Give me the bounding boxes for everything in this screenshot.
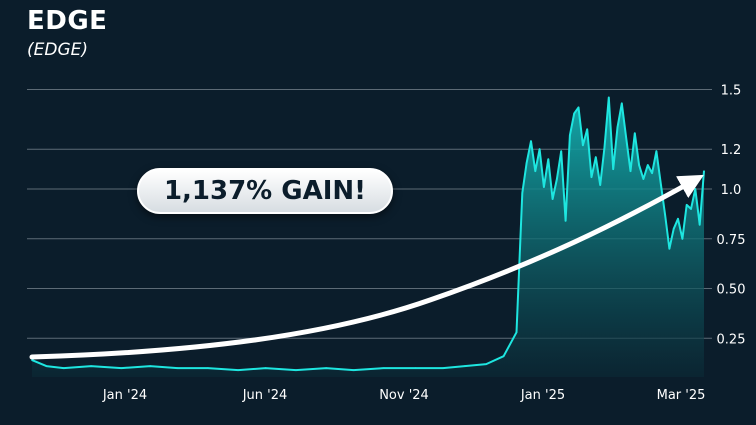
y-axis-ticks: 0.25 0.50 0.75 1.0 1.2 1.5 xyxy=(717,84,746,348)
data-point xyxy=(556,178,558,180)
data-point xyxy=(543,186,545,188)
data-point xyxy=(264,367,267,369)
data-point xyxy=(668,247,671,250)
x-axis-ticks: Jan '24 Jun '24 Nov '24 Jan '25 Mar '25 xyxy=(102,388,706,403)
data-point xyxy=(538,148,541,150)
data-point xyxy=(638,164,640,166)
data-point xyxy=(694,188,697,190)
data-point xyxy=(642,178,645,180)
data-point xyxy=(149,365,151,367)
data-point xyxy=(599,184,601,186)
data-point xyxy=(655,150,658,152)
price-area-fill xyxy=(32,97,704,377)
x-tick-label: Nov '24 xyxy=(379,388,429,403)
data-point xyxy=(629,170,632,172)
data-point xyxy=(681,238,684,240)
data-point xyxy=(659,182,662,184)
data-point xyxy=(120,367,123,369)
data-point xyxy=(664,214,666,216)
data-point xyxy=(547,158,550,160)
data-point xyxy=(534,170,537,172)
y-tick-label: 0.25 xyxy=(717,332,746,347)
chart-subtitle: (EDGE) xyxy=(27,40,89,60)
data-point xyxy=(586,128,588,131)
y-tick-label: 0.75 xyxy=(717,233,746,248)
data-point xyxy=(698,224,701,226)
data-point xyxy=(414,367,417,369)
data-point xyxy=(521,192,524,194)
data-point xyxy=(502,355,505,358)
chart-title: EDGE xyxy=(27,6,108,36)
data-point xyxy=(176,367,179,369)
data-point xyxy=(677,218,679,220)
data-point xyxy=(651,172,653,174)
data-point xyxy=(90,365,92,367)
data-point xyxy=(352,369,355,371)
x-tick-label: Mar '25 xyxy=(657,388,706,403)
data-point xyxy=(647,164,649,166)
x-tick-label: Jan '24 xyxy=(102,388,147,403)
area-layer xyxy=(31,96,705,377)
data-point xyxy=(564,220,567,222)
data-point xyxy=(595,156,597,158)
data-point xyxy=(463,365,466,367)
gain-annotation: 1,137% GAIN! xyxy=(137,168,393,214)
data-point xyxy=(590,176,593,178)
data-point xyxy=(62,367,65,369)
data-point xyxy=(485,363,488,365)
data-point xyxy=(551,198,554,200)
data-point xyxy=(442,367,444,369)
trend-arrow xyxy=(29,174,704,360)
data-point xyxy=(515,331,518,334)
y-tick-label: 1.0 xyxy=(721,183,742,198)
data-point xyxy=(582,144,584,146)
data-point xyxy=(672,228,675,230)
data-point xyxy=(621,102,623,105)
data-point xyxy=(612,168,614,170)
data-point xyxy=(237,369,239,371)
data-point xyxy=(616,126,619,129)
data-point xyxy=(530,140,532,142)
data-point xyxy=(560,150,562,152)
data-point xyxy=(625,136,627,139)
data-point xyxy=(603,146,606,148)
data-point xyxy=(525,162,528,164)
y-tick-label: 1.5 xyxy=(721,84,742,99)
x-tick-label: Jan '25 xyxy=(520,388,565,403)
data-point xyxy=(569,134,571,137)
data-point xyxy=(685,204,688,206)
data-point xyxy=(207,367,209,369)
data-point xyxy=(295,369,297,371)
data-point xyxy=(573,112,575,115)
x-tick-label: Jun '24 xyxy=(242,388,288,403)
data-point xyxy=(31,359,33,361)
data-point xyxy=(690,208,692,210)
y-tick-label: 1.2 xyxy=(721,143,742,158)
data-point xyxy=(45,365,48,367)
data-point xyxy=(577,106,580,109)
data-point xyxy=(703,170,705,172)
data-point xyxy=(325,367,328,369)
data-point xyxy=(608,96,610,99)
data-point xyxy=(383,367,385,369)
data-point xyxy=(634,132,636,135)
y-tick-label: 0.50 xyxy=(717,283,746,298)
